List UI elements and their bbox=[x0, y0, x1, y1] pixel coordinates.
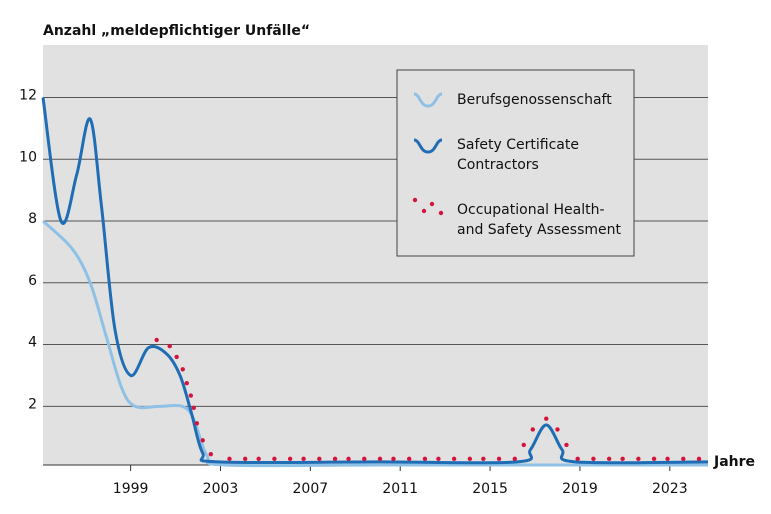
data-point bbox=[200, 438, 205, 443]
data-point bbox=[174, 354, 179, 360]
data-point bbox=[167, 343, 172, 349]
data-point bbox=[555, 427, 560, 432]
x-tick-label: 2015 bbox=[472, 481, 508, 497]
y-tick-label: 2 bbox=[28, 396, 37, 412]
legend-label: Berufsgenossenschaft bbox=[457, 92, 612, 108]
data-point bbox=[681, 456, 686, 462]
legend-symbol bbox=[429, 201, 435, 207]
legend-label: Safety Certificate Contractors bbox=[457, 137, 579, 173]
data-point bbox=[406, 456, 412, 462]
legend-symbol bbox=[438, 210, 444, 216]
line-series bbox=[41, 219, 708, 468]
x-tick-label: 2003 bbox=[203, 481, 239, 497]
data-point bbox=[636, 456, 641, 462]
x-tick-label: 2011 bbox=[382, 481, 418, 497]
data-point bbox=[256, 456, 261, 462]
data-point bbox=[481, 456, 486, 462]
line-series bbox=[41, 97, 709, 465]
data-point bbox=[180, 367, 185, 372]
y-tick-label: 4 bbox=[28, 335, 37, 351]
y-tick-label: 6 bbox=[28, 273, 37, 289]
data-point bbox=[436, 456, 441, 462]
data-point bbox=[362, 456, 367, 462]
data-point bbox=[332, 456, 338, 462]
data-point bbox=[564, 442, 569, 448]
data-point bbox=[377, 456, 383, 462]
legend-symbol bbox=[412, 197, 418, 203]
data-point bbox=[544, 416, 549, 421]
data-point bbox=[591, 456, 596, 462]
x-tick-label: 2023 bbox=[652, 481, 688, 497]
data-point bbox=[620, 456, 625, 462]
y-tick-label: 8 bbox=[28, 211, 37, 227]
x-tick-label: 2007 bbox=[293, 481, 329, 497]
data-point bbox=[521, 442, 526, 448]
data-point bbox=[191, 405, 196, 411]
data-point bbox=[154, 337, 159, 343]
data-point bbox=[422, 456, 428, 462]
data-point bbox=[287, 456, 293, 462]
x-axis-label: Jahre bbox=[713, 454, 755, 470]
data-point bbox=[272, 456, 277, 462]
data-point bbox=[208, 451, 214, 457]
x-tick-label: 1999 bbox=[113, 481, 149, 497]
data-point bbox=[317, 456, 322, 462]
data-point bbox=[184, 380, 189, 386]
data-point bbox=[575, 456, 580, 462]
data-point bbox=[451, 456, 457, 462]
legend-symbol bbox=[413, 92, 443, 108]
legend bbox=[396, 69, 635, 257]
legend-symbol bbox=[413, 138, 443, 154]
legend-symbol bbox=[421, 208, 427, 214]
data-point bbox=[242, 456, 248, 462]
data-point bbox=[301, 456, 306, 462]
chart-title: Anzahl „meldepflichtiger Unfälle“ bbox=[43, 23, 310, 39]
data-point bbox=[391, 456, 396, 462]
legend-label: Occupational Health- and Safety Assessme… bbox=[457, 202, 622, 238]
data-point bbox=[665, 456, 670, 462]
data-point bbox=[606, 456, 612, 462]
data-point bbox=[346, 456, 351, 462]
data-point bbox=[651, 456, 657, 462]
data-point bbox=[194, 421, 200, 426]
data-point bbox=[496, 456, 502, 462]
data-point bbox=[530, 427, 535, 432]
y-tick-label: 12 bbox=[19, 88, 37, 104]
data-point bbox=[227, 456, 232, 462]
data-point bbox=[512, 456, 517, 462]
data-point bbox=[188, 393, 194, 398]
legend-frame bbox=[396, 69, 635, 257]
data-point bbox=[467, 456, 473, 462]
y-tick-label: 10 bbox=[19, 149, 37, 165]
data-point bbox=[696, 456, 702, 462]
x-tick-label: 2019 bbox=[562, 481, 598, 497]
